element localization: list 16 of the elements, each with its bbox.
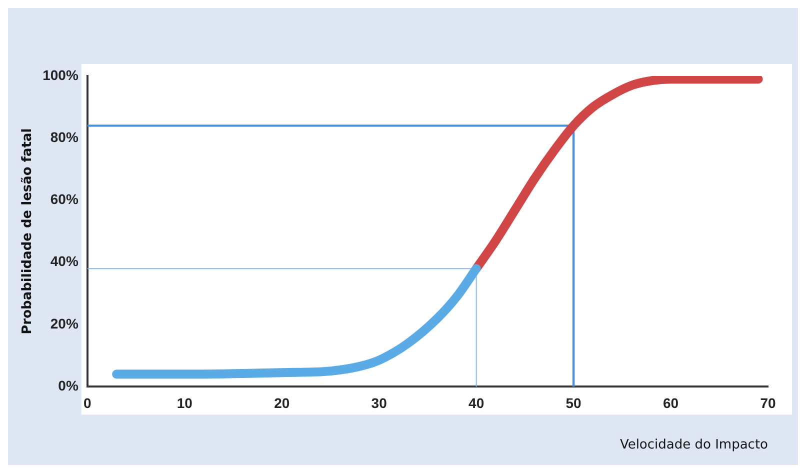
y-tick-label: 20%	[50, 315, 79, 332]
x-tick-label: 10	[176, 394, 193, 411]
x-tick-label: 70	[760, 394, 776, 411]
y-tick-label: 100%	[42, 66, 79, 83]
x-tick-label: 50	[566, 394, 582, 411]
y-axis-title: Probabilidade de lesão fatal	[20, 128, 36, 334]
x-tick-label: 0	[84, 394, 92, 411]
y-tick-label: 40%	[50, 253, 79, 270]
y-tick-label: 0%	[58, 377, 79, 394]
y-tick-label: 60%	[50, 191, 79, 208]
x-tick-label: 40	[468, 394, 484, 411]
x-tick-label: 20	[274, 394, 290, 411]
x-tick-label: 60	[662, 394, 679, 411]
x-axis-title: Velocidade do Impacto	[620, 438, 768, 453]
x-tick-label: 30	[371, 394, 388, 411]
y-tick-label: 80%	[50, 128, 79, 145]
